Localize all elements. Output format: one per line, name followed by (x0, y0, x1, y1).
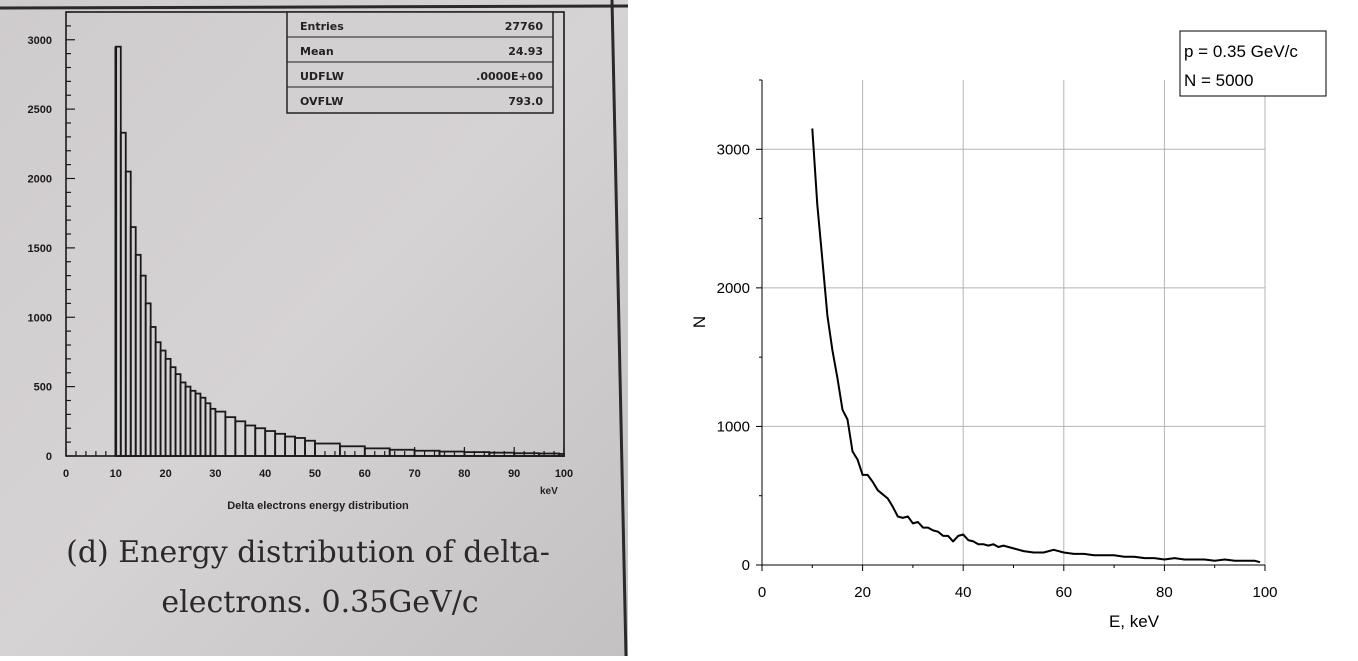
left-x-tick-label: 40 (259, 468, 271, 480)
right-x-tick-label: 40 (955, 584, 972, 601)
stats-label-mean: Mean (300, 45, 334, 58)
stats-value-udflw: .0000E+00 (476, 70, 543, 83)
legend-count: N = 5000 (1184, 71, 1253, 90)
photo-histogram-figure: 0 10 20 30 40 50 60 70 80 90 100050010001500200025… (0, 0, 628, 656)
left-x-tick-label: 70 (408, 468, 420, 480)
right-y-tick-label: 1000 (717, 418, 750, 435)
right-y-tick-label: 3000 (717, 141, 750, 158)
left-x-tick-label: 50 (309, 468, 321, 480)
right-series (811, 128, 1261, 564)
left-y-tick-label: 1000 (28, 312, 52, 324)
caption-line-1: (d) Energy distribution of delta- (66, 535, 550, 570)
right-y-tick-label: 0 (742, 557, 750, 574)
left-x-tick-label: 30 (209, 468, 221, 480)
left-x-tick-label: 10 (110, 468, 122, 480)
left-y-tick-label: 1500 (28, 243, 52, 255)
line-chart-panel: 0 20 40 60 80 100 0 1000 2000 3000 E, keV N p = 0… (628, 0, 1358, 656)
stats-value-mean: 24.93 (508, 45, 543, 58)
left-y-tick-label: 2000 (28, 174, 52, 186)
right-x-tick-label: 20 (854, 584, 871, 601)
right-y-axis-title: N (690, 316, 709, 328)
left-x-tick-label: 20 (159, 468, 171, 480)
right-x-tick-label: 80 (1156, 584, 1173, 601)
series-line (811, 128, 1261, 564)
right-y-tick-label: 2000 (717, 280, 750, 297)
left-y-tick-label: 3000 (28, 35, 52, 47)
right-x-tick-label: 100 (1252, 584, 1277, 601)
legend-box (1179, 30, 1327, 97)
photo-right-border (610, 0, 628, 656)
left-y-tick-label: 0 (46, 451, 52, 463)
left-y-tick-label: 2500 (28, 104, 52, 116)
legend-momentum: p = 0.35 GeV/c (1184, 42, 1298, 61)
left-x-tick-label: 0 (63, 468, 69, 480)
chart-legend: p = 0.35 GeV/c N = 5000 (1179, 30, 1327, 97)
stats-value-ovflw: 793.0 (508, 95, 543, 108)
right-x-tick-label: 60 (1055, 584, 1072, 601)
left-x-tick-label: 60 (359, 468, 371, 480)
left-x-tick-label: 90 (508, 468, 520, 480)
photo-histogram-panel: 0 10 20 30 40 50 60 70 80 90 100 0 500 1000 1500 2000 25… (0, 0, 628, 656)
left-x-unit-label: keV (540, 486, 558, 497)
stats-value-entries: 27760 (505, 20, 544, 33)
left-y-tick-label: 500 (34, 382, 52, 394)
left-x-tick-label: 80 (458, 468, 470, 480)
stats-label-ovflw: OVFLW (300, 95, 343, 108)
left-plot-area: 0 10 20 30 40 50 60 70 80 90 100050010001500200025… (28, 11, 573, 480)
stats-label-entries: Entries (300, 20, 344, 33)
right-x-tick-label: 0 (758, 584, 766, 601)
left-x-axis-title: Delta electrons energy distribution (227, 500, 409, 512)
histogram-bar (558, 453, 565, 457)
stats-box: Entries 27760 Mean 24.93 UDFLW .0000E+00… (286, 11, 554, 114)
photo-top-border (0, 4, 628, 10)
stats-label-udflw: UDFLW (300, 70, 344, 83)
right-grid (762, 80, 1266, 565)
caption-line-2: electrons. 0.35GeV/c (161, 585, 478, 620)
right-x-axis-title: E, keV (1109, 612, 1160, 631)
left-x-tick-label: 100 (555, 468, 573, 480)
